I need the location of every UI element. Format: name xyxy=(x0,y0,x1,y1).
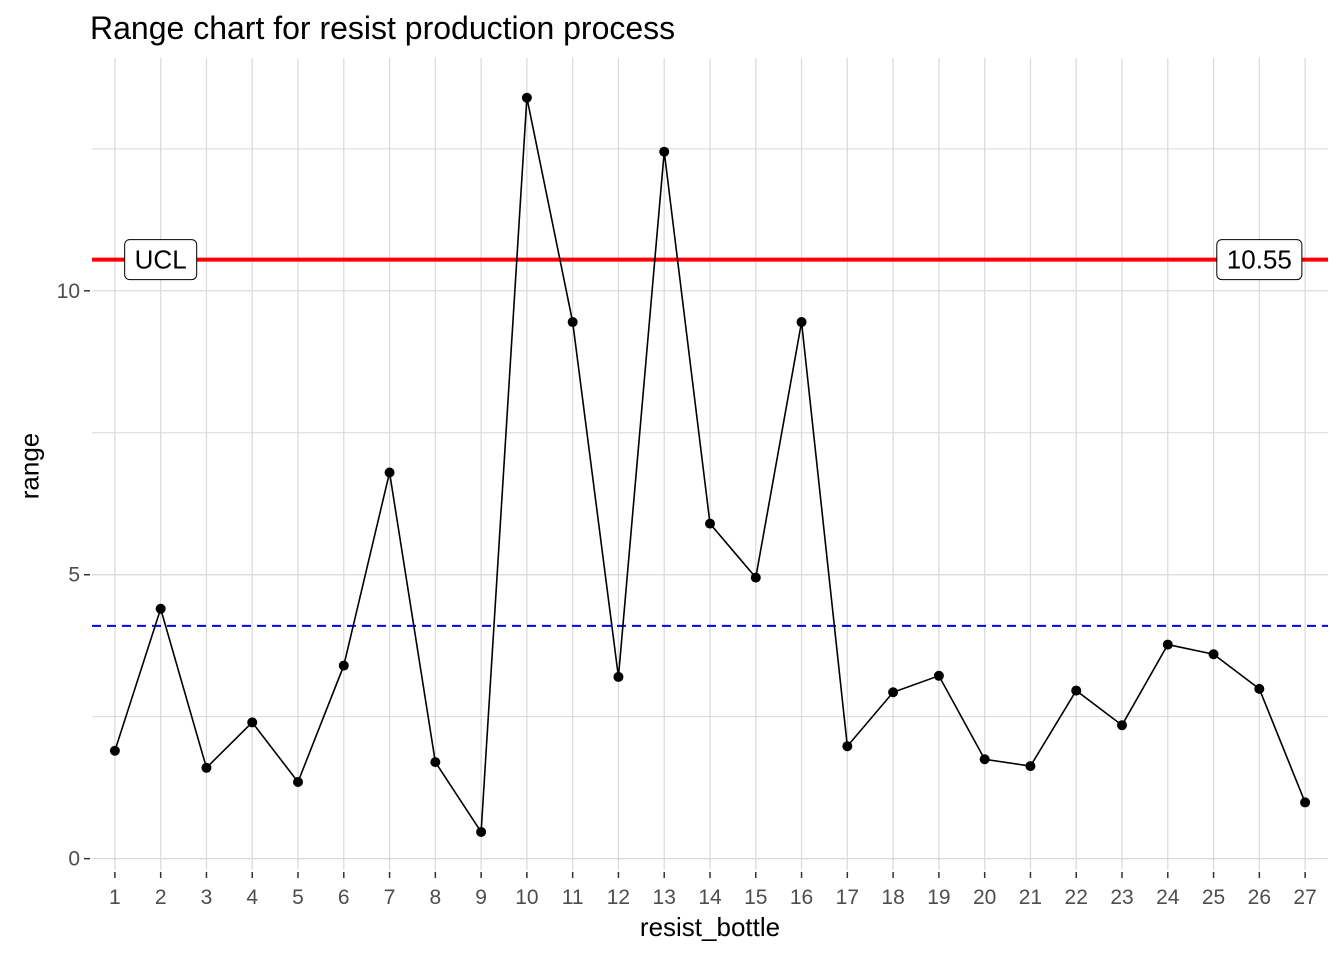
data-point xyxy=(430,757,441,768)
ucl-label: UCL xyxy=(124,239,198,281)
x-tick-label: 10 xyxy=(515,886,538,909)
ucl-value-label-text: 10.55 xyxy=(1227,245,1292,275)
x-tick-label: 26 xyxy=(1248,886,1271,909)
data-point xyxy=(155,603,166,614)
data-point xyxy=(979,754,990,765)
x-tick-label: 3 xyxy=(201,886,213,909)
data-series xyxy=(109,92,1311,837)
data-point xyxy=(1254,683,1265,694)
grid-major xyxy=(92,58,1328,870)
reference-lines xyxy=(92,257,1328,627)
x-axis-ticks: 1 2 3 4 5 6 7 8 9 10 11 12 13 14 15 16 17 18 19 20 21 22 23 24 2… xyxy=(109,872,1317,909)
x-tick-label: 17 xyxy=(836,886,859,909)
data-point xyxy=(1162,639,1173,650)
data-point xyxy=(384,467,395,478)
x-tick-label: 11 xyxy=(562,886,584,909)
data-point xyxy=(476,826,487,837)
y-tick-label: 0 xyxy=(68,848,80,871)
data-point xyxy=(1025,761,1036,772)
ucl-label-box xyxy=(124,239,198,281)
x-tick-label: 2 xyxy=(155,886,167,909)
x-tick-label: 12 xyxy=(607,886,630,909)
data-point xyxy=(247,717,258,728)
x-tick-label: 16 xyxy=(790,886,813,909)
data-point xyxy=(888,687,899,698)
data-point xyxy=(933,670,944,681)
x-tick-label: 20 xyxy=(973,886,996,909)
data-point xyxy=(567,317,578,328)
data-point xyxy=(1208,649,1219,660)
data-point xyxy=(842,741,853,752)
x-tick-label: 13 xyxy=(653,886,676,909)
x-tick-label: 27 xyxy=(1293,886,1316,909)
x-tick-label: 24 xyxy=(1156,886,1180,909)
data-point xyxy=(750,572,761,583)
y-tick-label: 5 xyxy=(68,564,80,587)
ucl-value-label: 10.55 xyxy=(1216,239,1303,281)
data-point xyxy=(1300,797,1311,808)
x-tick-label: 1 xyxy=(109,886,121,909)
ucl-value-label-box xyxy=(1216,239,1303,281)
y-axis-ticks: 0 5 10 xyxy=(57,280,90,871)
x-tick-label: 6 xyxy=(338,886,350,909)
x-tick-label: 19 xyxy=(927,886,950,909)
data-point xyxy=(1117,720,1127,731)
x-tick-label: 18 xyxy=(881,886,904,909)
x-tick-label: 4 xyxy=(246,886,258,909)
x-tick-label: 23 xyxy=(1110,886,1133,909)
data-point xyxy=(521,92,532,103)
data-point xyxy=(109,745,120,756)
x-tick-label: 22 xyxy=(1065,886,1088,909)
data-point xyxy=(338,660,349,671)
x-tick-label: 21 xyxy=(1019,886,1042,909)
x-tick-label: 9 xyxy=(475,886,487,909)
ucl-label-text: UCL xyxy=(135,245,187,275)
data-point xyxy=(293,776,303,787)
chart-title: Range chart for resist production proces… xyxy=(90,10,676,46)
x-axis-label: resist_bottle xyxy=(639,912,781,942)
x-tick-label: 14 xyxy=(698,886,722,909)
x-tick-label: 25 xyxy=(1202,886,1225,909)
data-point xyxy=(201,762,212,773)
x-tick-label: 8 xyxy=(429,886,441,909)
x-tick-label: 7 xyxy=(384,886,396,909)
y-tick-label: 10 xyxy=(57,280,80,303)
data-point xyxy=(796,317,807,328)
x-tick-label: 15 xyxy=(744,886,767,909)
data-point xyxy=(705,518,715,529)
x-tick-label: 5 xyxy=(292,886,304,909)
data-point xyxy=(659,146,670,157)
data-point xyxy=(613,671,624,682)
annotation-labels: UCL 10.55 xyxy=(124,239,1303,281)
data-point xyxy=(1071,685,1082,696)
